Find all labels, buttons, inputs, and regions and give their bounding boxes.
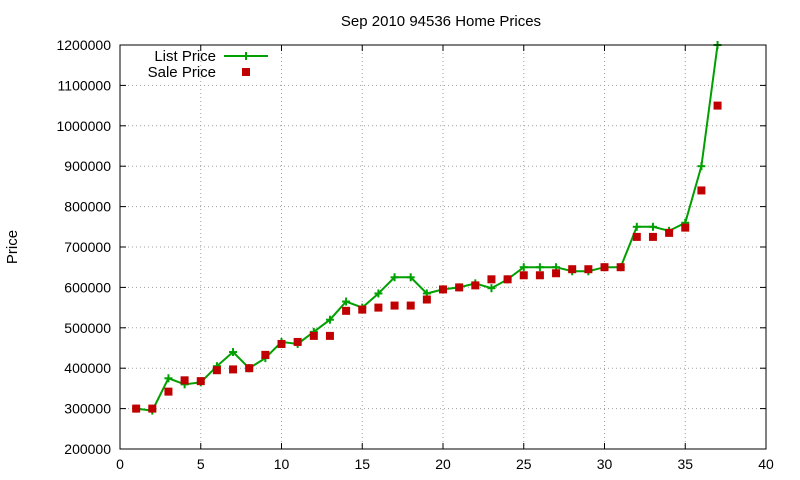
sale-price-point (632, 232, 641, 241)
sale-price-point (648, 232, 657, 241)
series-list-price (132, 41, 722, 415)
list-price-line (136, 44, 719, 412)
series-sale-price (132, 101, 722, 413)
grid (120, 45, 766, 449)
sale-price-point (245, 364, 254, 373)
sale-price-point (358, 305, 367, 314)
legend-square-swatch (242, 68, 250, 76)
list-price-point (390, 273, 399, 282)
sale-price-point (584, 265, 593, 274)
series (132, 41, 722, 415)
sale-price-point (439, 285, 447, 294)
sale-price-point (503, 275, 512, 284)
list-price-point (406, 273, 415, 282)
y-tick-label: 200000 (64, 441, 111, 457)
sale-price-point (681, 223, 690, 232)
sale-price-point (148, 404, 157, 413)
sale-price-point (713, 101, 722, 110)
sale-price-point (471, 281, 480, 290)
sale-price-point (196, 377, 205, 386)
sale-price-point (132, 404, 141, 413)
sale-price-point (261, 350, 270, 359)
list-price-point (374, 289, 383, 298)
y-tick-label: 500000 (64, 320, 111, 336)
y-tick-label: 600000 (64, 279, 111, 295)
sale-price-point (600, 263, 609, 272)
x-tick-label: 25 (516, 456, 532, 472)
legend-label: List Price (154, 48, 216, 65)
x-tick-label: 10 (274, 456, 290, 472)
legend-label: Sale Price (148, 64, 216, 81)
y-tick-label: 1200000 (56, 37, 111, 53)
x-tick-label: 20 (435, 456, 451, 472)
list-price-point (229, 348, 238, 357)
list-price-point (342, 297, 351, 306)
x-tick-label: 15 (354, 456, 370, 472)
sale-price-point (487, 275, 496, 284)
list-price-point (648, 222, 657, 231)
y-tick-label: 400000 (64, 360, 111, 376)
list-price-point (535, 263, 544, 272)
sale-price-point (535, 271, 544, 280)
sale-price-point (422, 295, 431, 304)
sale-price-point (519, 271, 528, 280)
y-axis-label: Price (4, 230, 21, 264)
sale-price-point (180, 376, 189, 385)
sale-price-point (697, 186, 706, 195)
sale-price-point (212, 366, 221, 375)
sale-price-point (277, 339, 286, 348)
list-price-point (632, 222, 641, 231)
sale-price-point (229, 365, 238, 374)
x-tick-label: 5 (197, 456, 205, 472)
sale-price-point (293, 337, 302, 346)
chart-title: Sep 2010 94536 Home Prices (341, 13, 541, 30)
sale-price-point (325, 331, 334, 340)
list-price-point (697, 162, 706, 171)
y-tick-label: 300000 (64, 401, 111, 417)
tick-labels: 200000 300000 400000 500000 600000 700000 8000… (56, 37, 774, 472)
sale-price-point (455, 283, 464, 292)
sale-price-point (665, 228, 674, 237)
x-tick-label: 40 (758, 456, 774, 472)
y-tick-label: 1100000 (58, 77, 112, 93)
sale-price-point (342, 306, 351, 315)
list-price-point (325, 315, 334, 324)
legend-plus-swatch (242, 52, 250, 60)
x-tick-label: 35 (677, 456, 693, 472)
plot-frame (119, 44, 767, 450)
sale-price-point (374, 303, 383, 312)
list-price-point (519, 263, 528, 272)
sale-price-point (406, 301, 415, 310)
y-tick-label: 1000000 (56, 118, 111, 134)
list-price-point (487, 284, 496, 293)
sale-price-point (616, 263, 625, 272)
sale-price-point (552, 269, 561, 278)
y-tick-label: 800000 (64, 199, 111, 215)
list-price-point (164, 374, 173, 383)
sale-price-point (309, 331, 318, 340)
sale-price-point (164, 387, 173, 396)
y-tick-label: 900000 (64, 158, 111, 174)
x-tick-label: 0 (116, 456, 124, 472)
x-tick-label: 30 (597, 456, 613, 472)
sale-price-point (568, 265, 577, 274)
sale-price-point (390, 301, 399, 310)
y-tick-label: 700000 (64, 239, 111, 255)
